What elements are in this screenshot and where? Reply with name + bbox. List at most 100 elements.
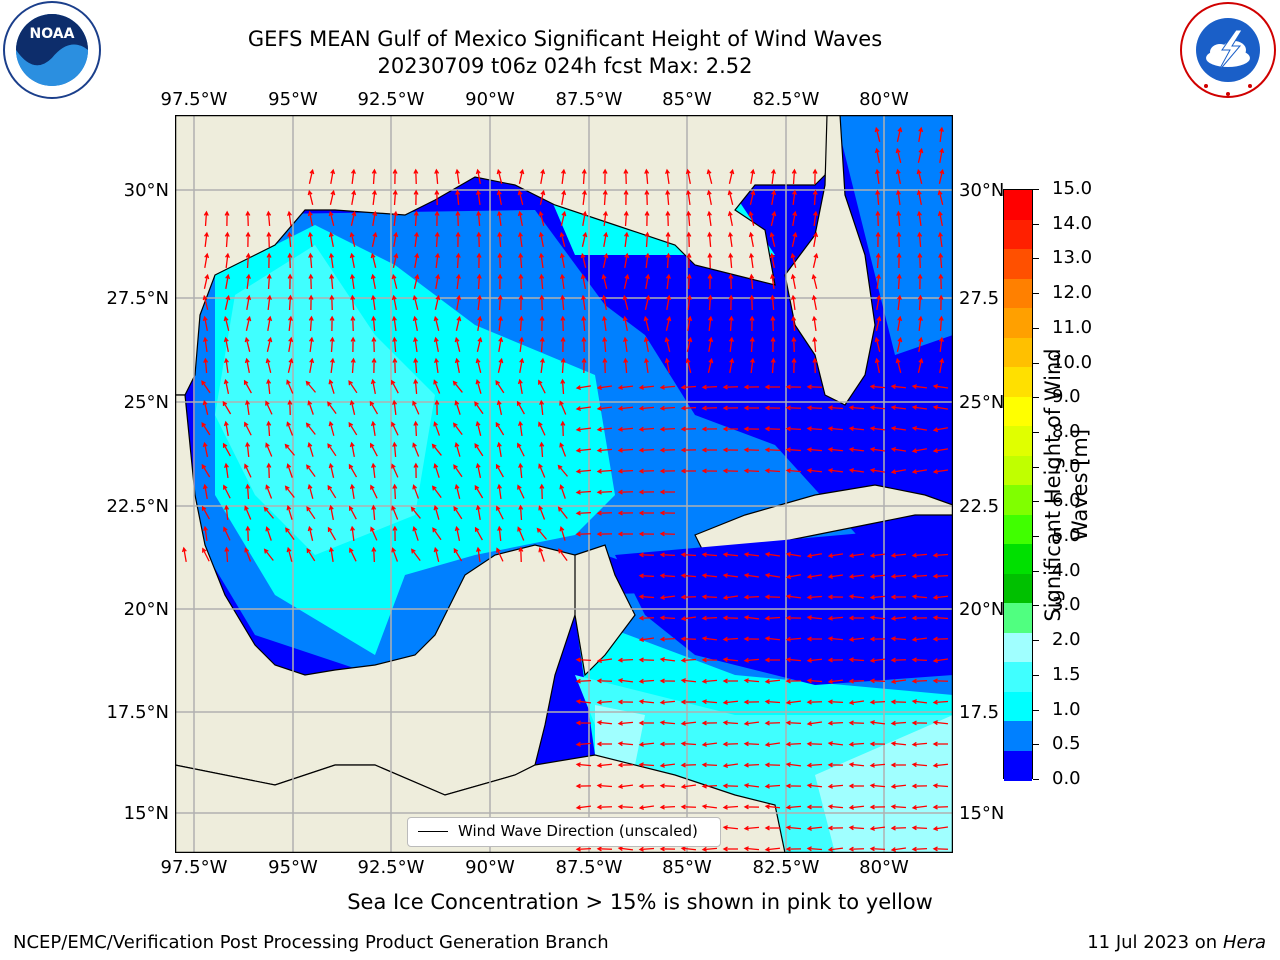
wave-direction-arrow xyxy=(306,506,316,520)
wave-direction-arrow xyxy=(245,273,251,290)
wave-direction-arrow xyxy=(643,336,649,352)
wave-direction-arrow xyxy=(806,657,823,663)
wave-direction-arrow xyxy=(245,210,251,227)
colorbar-segment xyxy=(1004,750,1032,781)
wave-direction-arrow xyxy=(638,678,655,684)
wave-direction-arrow xyxy=(644,168,650,185)
chart-subtitle: 20230709 t06z 024h fcst Max: 2.52 xyxy=(377,54,753,78)
wave-direction-arrow xyxy=(306,464,316,478)
wave-direction-arrow xyxy=(848,426,865,432)
colorbar xyxy=(1003,189,1033,781)
wave-direction-arrow xyxy=(455,315,462,331)
wave-direction-arrow xyxy=(265,484,273,499)
wave-direction-arrow xyxy=(413,231,419,248)
wave-direction-arrow xyxy=(539,189,546,205)
wave-direction-arrow xyxy=(848,804,865,810)
wave-direction-arrow xyxy=(224,504,230,521)
wave-direction-arrow xyxy=(392,252,399,268)
wave-direction-arrow xyxy=(434,210,440,227)
wave-direction-arrow xyxy=(518,294,524,311)
map-legend: Wind Wave Direction (unscaled) xyxy=(407,817,721,847)
wave-direction-arrow xyxy=(540,168,546,185)
wave-direction-arrow xyxy=(764,742,781,747)
wave-direction-arrow xyxy=(475,168,481,184)
wave-direction-arrow xyxy=(575,468,592,474)
wave-direction-arrow xyxy=(476,189,481,206)
wave-direction-arrow xyxy=(244,505,252,520)
wave-direction-arrow xyxy=(349,252,355,268)
wave-direction-arrow xyxy=(890,783,907,789)
wave-direction-arrow xyxy=(743,762,760,768)
wave-direction-arrow xyxy=(638,489,655,495)
wave-direction-arrow xyxy=(372,210,378,227)
map-gridlines xyxy=(175,115,953,853)
wave-direction-arrow xyxy=(581,315,587,332)
wave-direction-arrow xyxy=(848,573,865,579)
wave-direction-arrow xyxy=(623,168,629,185)
wave-direction-arrow xyxy=(917,147,924,163)
colorbar-segment xyxy=(1004,249,1032,279)
wave-direction-arrow xyxy=(243,379,252,394)
wave-direction-arrow xyxy=(764,804,781,810)
wave-direction-arrow xyxy=(392,168,398,185)
wave-direction-arrow xyxy=(743,447,760,453)
lon-label-bottom-6: 85°W xyxy=(662,857,712,878)
wave-direction-arrow xyxy=(538,547,545,562)
wave-direction-arrow xyxy=(790,252,797,268)
lat-label-left-7: 15°N xyxy=(123,803,169,824)
wave-direction-arrow xyxy=(575,447,592,453)
wave-direction-arrow xyxy=(645,273,651,290)
wave-direction-arrow xyxy=(875,273,881,290)
wave-direction-arrow xyxy=(890,825,907,831)
wave-direction-arrow xyxy=(244,336,251,352)
wave-direction-arrow xyxy=(245,399,250,416)
wave-direction-arrow xyxy=(827,574,844,579)
wave-direction-arrow xyxy=(391,273,398,289)
wave-direction-arrow xyxy=(474,484,484,499)
wave-direction-arrow xyxy=(701,720,718,726)
wave-direction-arrow xyxy=(596,468,613,474)
wave-direction-arrow xyxy=(454,441,461,457)
wave-direction-arrow xyxy=(434,252,440,269)
wave-direction-arrow xyxy=(581,168,587,185)
wave-direction-arrow xyxy=(538,379,546,394)
lon-label-bottom-4: 90°W xyxy=(465,857,515,878)
wave-direction-arrow xyxy=(329,273,335,290)
wave-direction-arrow xyxy=(743,573,760,578)
wave-direction-arrow xyxy=(917,210,922,227)
wave-direction-arrow xyxy=(643,315,650,331)
wave-direction-arrow xyxy=(371,294,376,311)
wave-direction-arrow xyxy=(617,531,633,537)
wave-direction-arrow xyxy=(393,231,399,248)
wave-direction-arrow xyxy=(638,552,655,558)
wave-direction-arrow xyxy=(722,447,739,453)
wave-direction-arrow xyxy=(575,531,592,537)
wave-direction-arrow xyxy=(454,483,461,499)
wave-direction-arrow xyxy=(764,594,781,600)
wave-direction-arrow xyxy=(348,421,358,436)
wave-direction-arrow xyxy=(686,210,692,227)
wave-direction-arrow xyxy=(728,336,734,353)
wave-direction-arrow xyxy=(623,357,629,374)
wave-direction-arrow xyxy=(918,336,924,353)
wave-direction-arrow xyxy=(932,826,949,831)
wave-direction-arrow xyxy=(560,420,566,437)
wave-direction-arrow xyxy=(329,357,335,374)
wave-direction-arrow xyxy=(286,546,293,562)
wave-direction-arrow xyxy=(602,357,608,374)
wave-direction-arrow xyxy=(202,441,209,457)
wave-direction-arrow xyxy=(848,615,864,621)
wave-direction-arrow xyxy=(539,252,544,269)
wave-direction-arrow xyxy=(350,210,357,226)
wave-direction-arrow xyxy=(748,231,754,247)
wave-direction-arrow xyxy=(911,615,928,621)
wave-direction-arrow xyxy=(538,231,544,247)
lon-label-top-5: 87.5°W xyxy=(555,89,623,110)
wave-direction-arrow xyxy=(701,405,718,411)
wave-direction-arrow xyxy=(687,315,693,332)
wave-direction-arrow xyxy=(939,357,945,374)
lat-label-right-2: 27.5 xyxy=(959,288,1000,309)
wave-direction-arrow xyxy=(749,273,755,290)
colorbar-tick-label: 8.0 xyxy=(1052,420,1081,442)
wave-direction-arrow xyxy=(722,615,739,621)
